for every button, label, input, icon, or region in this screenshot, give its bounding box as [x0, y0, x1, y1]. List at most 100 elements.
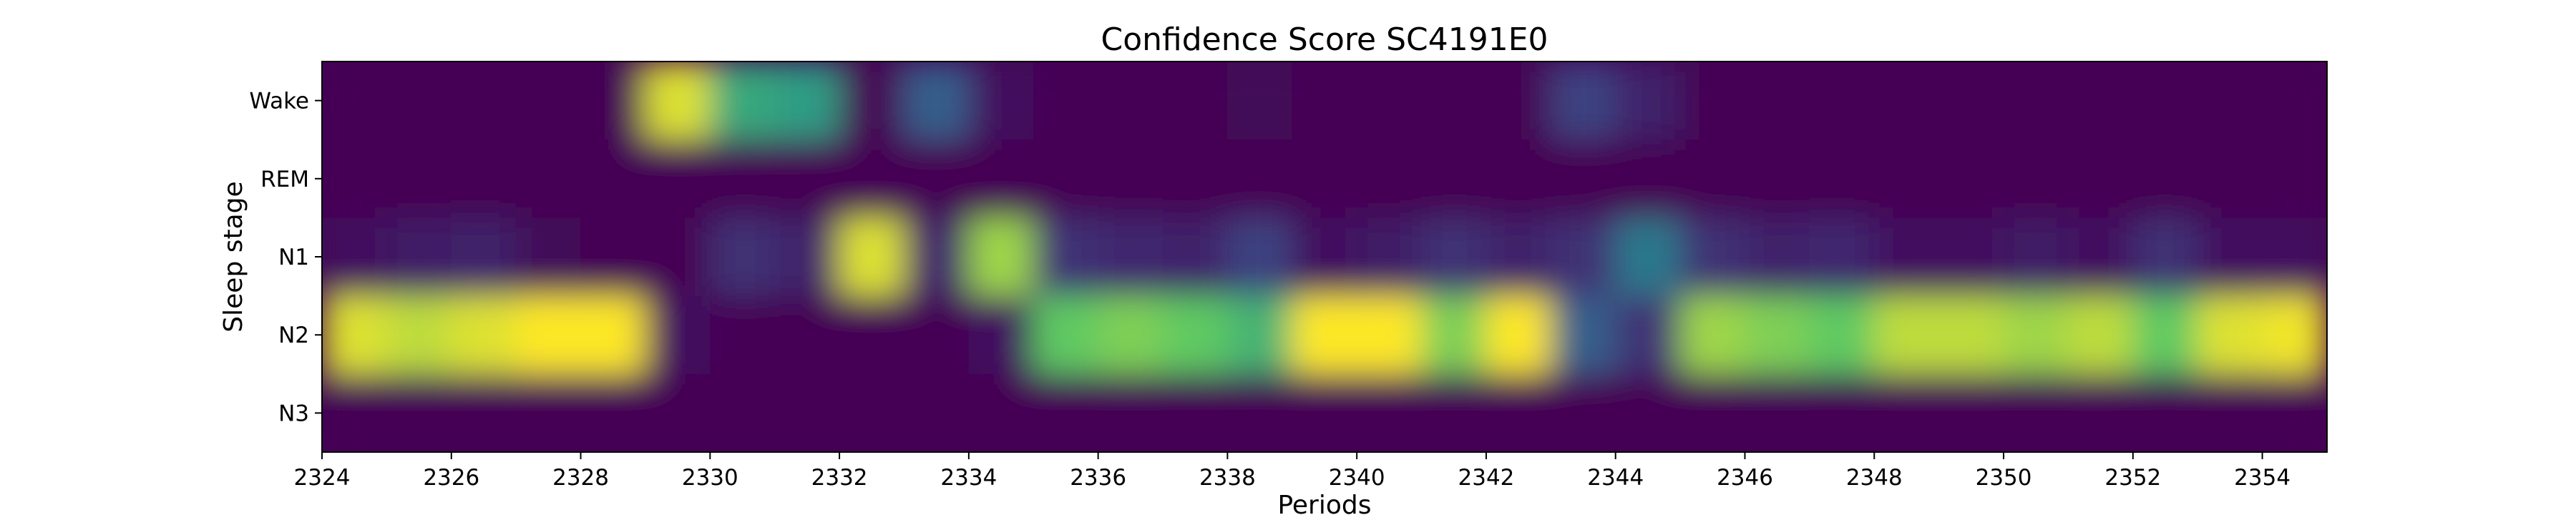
x-tick-label: 2336 — [1070, 465, 1126, 491]
y-axis: Wake REM N1 N2 N3 — [249, 89, 322, 426]
heatmap-cell — [903, 62, 970, 140]
heatmap-cell — [1098, 62, 1163, 140]
heatmap-cell — [1745, 295, 1810, 375]
heatmap-cell — [1485, 373, 1551, 452]
heatmap-cell — [1421, 62, 1487, 140]
heatmap-cell — [1938, 373, 2004, 452]
heatmap-cell — [1162, 295, 1228, 375]
heatmap-cell — [1356, 295, 1423, 375]
heatmap-cell — [968, 62, 1034, 140]
heatmap-cell — [451, 139, 517, 218]
heatmap-cell — [515, 217, 582, 297]
heatmap-cell — [839, 373, 904, 452]
heatmap-cell — [968, 139, 1034, 218]
heatmap-cell — [1033, 295, 1099, 375]
heatmap-cell — [1550, 62, 1616, 140]
heatmap-cell — [1745, 373, 1810, 452]
x-tick-label: 2328 — [552, 465, 609, 491]
y-tick-label: N2 — [278, 323, 309, 348]
heatmap-cell — [903, 217, 970, 297]
chart-title: Confidence Score SC4191E0 — [1101, 21, 1548, 58]
heatmap-cell — [2003, 217, 2069, 297]
heatmap-cell — [386, 62, 452, 140]
heatmap-cell — [1162, 62, 1228, 140]
x-tick-label: 2346 — [1717, 465, 1773, 491]
heatmap-cell — [386, 373, 452, 452]
heatmap-cell — [515, 62, 582, 140]
heatmap-cell — [1356, 62, 1423, 140]
heatmap-cell — [1873, 373, 1940, 452]
y-tick-label: Wake — [249, 89, 309, 114]
heatmap-cell — [774, 139, 840, 218]
heatmap-cell — [839, 139, 904, 218]
heatmap-cell — [2067, 139, 2134, 218]
heatmap-cell — [1679, 295, 1746, 375]
heatmap-cell — [451, 373, 517, 452]
heatmap-cell — [1679, 62, 1746, 140]
heatmap-cell — [645, 62, 711, 140]
heatmap-cell — [1226, 62, 1293, 140]
x-tick-label: 2332 — [811, 465, 868, 491]
heatmap-cell — [2067, 62, 2134, 140]
heatmap-cell — [1226, 295, 1293, 375]
heatmap-cell — [322, 62, 387, 140]
heatmap-cell — [1485, 139, 1551, 218]
heatmap-cell — [2067, 373, 2134, 452]
heatmap-cell — [2197, 139, 2263, 218]
heatmap-cell — [2197, 62, 2263, 140]
heatmap-cell — [1421, 217, 1487, 297]
heatmap-cell — [1033, 373, 1099, 452]
heatmap-cell — [1098, 217, 1163, 297]
y-axis-label: Sleep stage — [219, 181, 248, 332]
heatmap-cell — [1615, 62, 1681, 140]
heatmap-cell — [709, 217, 776, 297]
heatmap-cell — [2003, 373, 2069, 452]
heatmap-cell — [2067, 217, 2134, 297]
heatmap-cell — [774, 217, 840, 297]
heatmap-cell — [1615, 373, 1681, 452]
x-tick-label: 2352 — [2104, 465, 2161, 491]
heatmap-cell — [1292, 62, 1357, 140]
x-tick-label: 2354 — [2234, 465, 2290, 491]
heatmap-cell — [1745, 217, 1810, 297]
heatmap-cell — [2262, 62, 2327, 140]
heatmap-cell — [903, 139, 970, 218]
y-tick-label: N3 — [278, 401, 309, 426]
heatmap-cell — [1550, 295, 1616, 375]
heatmap-cell — [2003, 62, 2069, 140]
heatmap-cell — [1745, 62, 1810, 140]
heatmap-cell — [515, 373, 582, 452]
heatmap-cell — [451, 217, 517, 297]
heatmap-cell — [968, 217, 1034, 297]
heatmap-cell — [774, 62, 840, 140]
heatmap-cell — [580, 62, 646, 140]
heatmap-cell — [1292, 295, 1357, 375]
heatmap-cell — [1873, 139, 1940, 218]
x-tick-label: 2340 — [1329, 465, 1385, 491]
heatmap-cell — [1938, 217, 2004, 297]
heatmap-cell — [968, 373, 1034, 452]
heatmap-cell — [774, 295, 840, 375]
heatmap-cell — [1809, 217, 1875, 297]
x-tick-label: 2344 — [1587, 465, 1644, 491]
heatmap-cell — [322, 295, 387, 375]
heatmap-cell — [645, 373, 711, 452]
heatmap-cell — [1485, 217, 1551, 297]
heatmap-cell — [1615, 217, 1681, 297]
heatmap-cell — [645, 295, 711, 375]
x-axis: 2324 2326 2328 2330 2332 2334 2336 2338 2340 2342… — [294, 452, 2290, 491]
heatmap-cell — [1550, 373, 1616, 452]
heatmap-cell — [2262, 139, 2327, 218]
x-tick-label: 2342 — [1458, 465, 1515, 491]
x-tick-label: 2324 — [294, 465, 351, 491]
y-tick-label: N1 — [278, 245, 309, 270]
heatmap-cell — [2262, 295, 2327, 375]
heatmap-cell — [451, 295, 517, 375]
heatmap-cell — [386, 217, 452, 297]
heatmap-cell — [1292, 139, 1357, 218]
heatmap-cell — [645, 139, 711, 218]
heatmap-cell — [1226, 373, 1293, 452]
heatmap-cell — [709, 62, 776, 140]
heatmap-cell — [1292, 217, 1357, 297]
heatmap-cell — [1485, 295, 1551, 375]
